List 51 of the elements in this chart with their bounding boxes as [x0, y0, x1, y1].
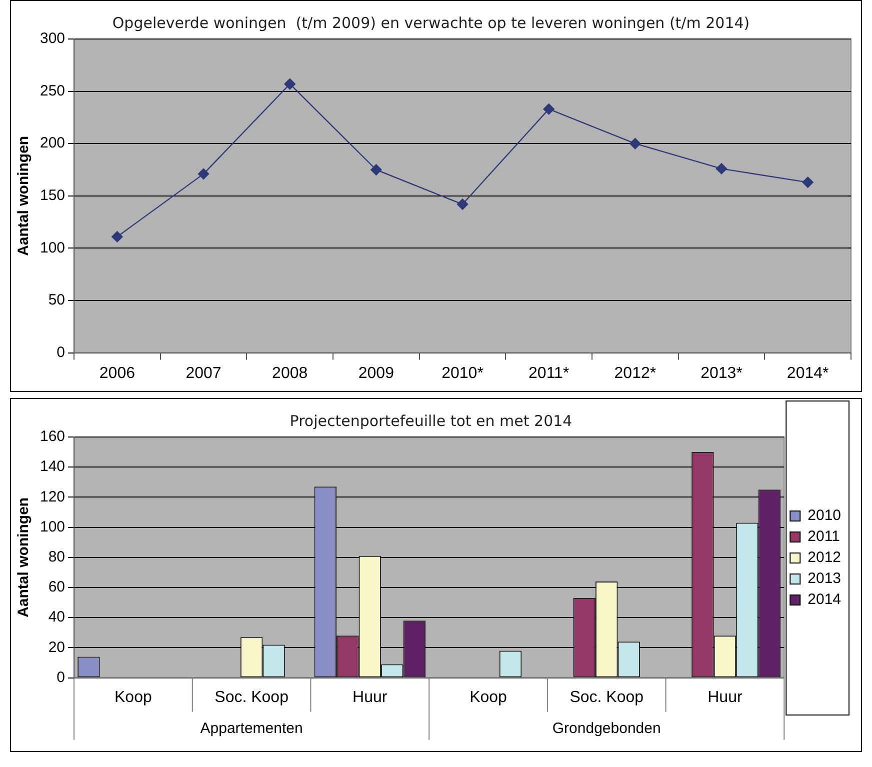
point — [284, 78, 296, 90]
x-tick-label: 2014* — [786, 364, 829, 382]
x-tick-label: 2006 — [99, 364, 136, 382]
x-tick-label: Huur — [708, 688, 743, 706]
y-tick-label: 100 — [40, 518, 66, 536]
y-tick-label: 80 — [48, 548, 66, 566]
y-tick-label: 160 — [40, 428, 66, 446]
point — [112, 231, 123, 242]
x-tick-label: 2011* — [528, 364, 570, 382]
y-tick-label: 0 — [56, 344, 66, 361]
point — [370, 164, 382, 176]
chart-title: Opgeleverde woningen (t/m 2009) en verwachte op te leveren woningen (t/m 2014) — [112, 14, 750, 32]
text: Appartementen — [200, 720, 303, 737]
x-tick-label: 2013* — [700, 364, 742, 382]
y-tick-label: 300 — [40, 30, 66, 48]
legend-label: 2013 — [808, 570, 842, 588]
y-tick-label: 100 — [40, 239, 66, 256]
y-tick-label: 40 — [48, 608, 66, 626]
y-tick-label: 20 — [48, 638, 66, 656]
legend-label: 2012 — [808, 549, 842, 566]
x-tick-label: Soc. Koop — [214, 688, 289, 706]
x-tick-label: Koop — [470, 688, 508, 706]
x-tick-label: 2008 — [272, 364, 308, 382]
y-tick-label: 120 — [40, 488, 66, 506]
x-tick-label: 2007 — [186, 364, 222, 382]
y-tick-label: 250 — [40, 82, 66, 100]
legend-label: 2010 — [808, 507, 842, 524]
x-tick-label: Koop — [114, 688, 152, 706]
point — [198, 168, 210, 180]
point — [630, 138, 641, 150]
x-tick-label: 2009 — [358, 364, 394, 382]
legend-label: 2014 — [808, 591, 842, 608]
y-tick-label: 0 — [56, 668, 66, 686]
point — [543, 103, 554, 115]
text: Grondgebonden — [552, 720, 661, 737]
point — [716, 163, 728, 174]
chart-title: Projectenportefeuille tot en met 2014 — [290, 412, 572, 430]
point — [802, 176, 814, 188]
y-tick-label: 200 — [40, 134, 66, 152]
x-tick-label: 2012* — [614, 364, 656, 382]
legend-label: 2011 — [808, 528, 840, 546]
x-tick-label: Huur — [352, 688, 388, 706]
x-tick-label: Soc. Koop — [570, 688, 644, 706]
y-tick-label: 140 — [40, 458, 66, 476]
point — [456, 198, 468, 210]
y-tick-label: 150 — [40, 187, 66, 204]
x-tick-label: 2010* — [442, 364, 484, 382]
y-tick-label: 50 — [48, 292, 66, 309]
y-tick-label: 60 — [48, 578, 66, 596]
y-axis-title: Aantal woningen — [15, 497, 32, 618]
y-axis-title: Aantal woningen — [15, 136, 32, 256]
